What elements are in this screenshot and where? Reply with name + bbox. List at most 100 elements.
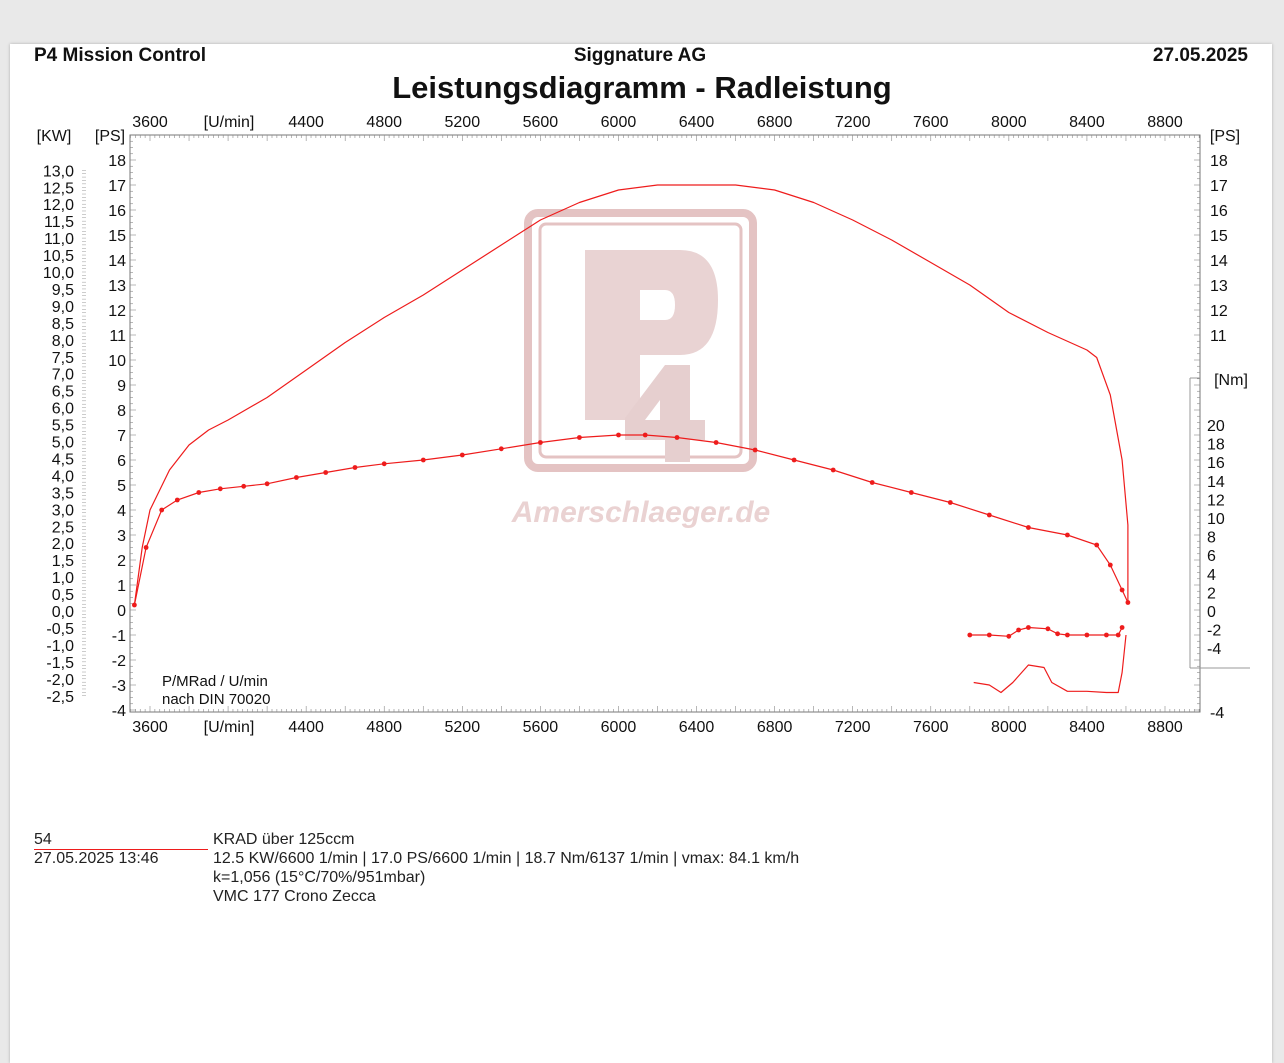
nm-tick-label: 10: [1207, 511, 1225, 528]
kw-tick-label: 10,0: [43, 265, 74, 282]
vehicle-name: VMC 177 Crono Zecca: [213, 888, 376, 905]
series-2-point: [174, 497, 180, 503]
ps-tick-label: 7: [117, 428, 126, 445]
x-tick-label-top: 5200: [445, 114, 481, 131]
watermark-logo: [524, 209, 757, 472]
series-2-point: [1119, 587, 1125, 593]
ps-tick-label: 8: [117, 403, 126, 420]
x-tick-label-bottom: 4800: [366, 719, 402, 736]
nm-tick-label: 18: [1207, 437, 1225, 454]
ps-tick-label: 2: [117, 553, 126, 570]
kw-tick-label: 1,5: [52, 553, 74, 570]
ps-tick-label: 4: [117, 503, 126, 520]
vehicle-class: KRAD über 125ccm: [213, 831, 355, 848]
ps-right-tick-label: 18: [1210, 153, 1228, 170]
ps-tick-label: 18: [108, 153, 126, 170]
kw-tick-label: 0,0: [52, 604, 74, 621]
kw-tick-label: -2,0: [46, 672, 74, 689]
ps-tick-label: 14: [108, 253, 126, 270]
nm-tick-label: 0: [1207, 604, 1216, 621]
kw-tick-label: 6,0: [52, 401, 74, 418]
kw-tick-label: 4,5: [52, 451, 74, 468]
nm-tick-label: 4: [1207, 567, 1216, 584]
x-tick-label-bottom: 7200: [835, 719, 871, 736]
run-number: 54: [34, 831, 208, 850]
series-2-point: [264, 481, 270, 487]
nm-tick-label: 20: [1207, 418, 1225, 435]
kw-tick-label: 4,0: [52, 468, 74, 485]
x-tick-label-top: 5600: [523, 114, 559, 131]
ps-right-tick-label: 14: [1210, 253, 1228, 270]
annotation-line-1: P/MRad / U/min: [162, 673, 268, 690]
x-tick-label-top: 7200: [835, 114, 871, 131]
kw-tick-label: 0,5: [52, 587, 74, 604]
series-3-point: [1006, 633, 1012, 639]
kw-tick-label: 8,0: [52, 333, 74, 350]
kw-tick-label: 7,5: [52, 350, 74, 367]
x-tick-label-top: 8000: [991, 114, 1027, 131]
series-2-point: [294, 475, 299, 480]
x-tick-label-top: 4800: [366, 114, 402, 131]
nm-unit-label: [Nm]: [1214, 372, 1248, 389]
series-2-point: [869, 480, 875, 485]
series-2-point: [132, 602, 137, 608]
series-2-point: [908, 490, 914, 495]
ps-tick-label: 12: [108, 303, 126, 320]
kw-tick-label: 6,5: [52, 384, 74, 401]
series-2-point: [642, 432, 648, 438]
nm-tick-label: -2: [1207, 623, 1221, 640]
watermark-text: Amerschlaeger.de: [511, 496, 770, 529]
ps-tick-label: 17: [108, 178, 126, 195]
kw-tick-label: 10,5: [43, 248, 74, 265]
x-tick-label-top: 6800: [757, 114, 793, 131]
series-2-point: [196, 490, 202, 495]
series-3-point: [1026, 625, 1031, 630]
ps-right-tick-label: 13: [1210, 278, 1228, 295]
kw-tick-label: 9,0: [52, 299, 74, 316]
x-tick-label-bottom: 5200: [445, 719, 481, 736]
series-2-line: [133, 434, 1129, 606]
ps-tick-label: -4: [112, 703, 126, 720]
series-2-point: [323, 470, 329, 475]
ps-right-tick-label: 17: [1210, 178, 1228, 195]
ps-tick-label: 0: [117, 603, 126, 620]
series-2-point: [830, 467, 836, 473]
series-2-point: [1107, 562, 1113, 568]
power-chart: Amerschlaeger.de 36003600440044004800480…: [37, 114, 1250, 736]
x-tick-label-top: 6400: [679, 114, 715, 131]
series-4-line: [973, 634, 1127, 694]
chart-title: Leistungsdiagramm - Radleistung: [392, 70, 892, 105]
x-tick-label-top: 3600: [132, 114, 168, 131]
ps-right-tick-label: 15: [1210, 228, 1228, 245]
kw-tick-label: 5,0: [52, 435, 74, 452]
series-2-point: [791, 457, 797, 463]
series-2-point: [381, 461, 387, 467]
x-tick-label-bottom: 4400: [288, 719, 324, 736]
kw-tick-label: 12,5: [43, 180, 74, 197]
x-tick-label-bottom: 6400: [679, 719, 715, 736]
kw-tick-label: 11,0: [44, 231, 74, 248]
series-2-point: [1125, 600, 1131, 605]
series-2-point: [538, 440, 543, 445]
x-tick-label-bottom: 6800: [757, 719, 793, 736]
x-tick-label-bottom: 6000: [601, 719, 637, 736]
series-2-point: [217, 486, 223, 492]
series-2-point: [1026, 525, 1031, 530]
kw-tick-label: -1,5: [46, 655, 74, 672]
series-3-point: [1084, 632, 1090, 638]
series-3-point: [967, 632, 973, 638]
ps-tick-label: 13: [108, 278, 126, 295]
ps-right-tick-label: 16: [1210, 203, 1228, 220]
kw-tick-label: 7,0: [52, 367, 74, 384]
ps-tick-label: 3: [117, 528, 126, 545]
nm-tick-label: 6: [1207, 548, 1216, 565]
series-2-point: [577, 435, 582, 440]
ps-tick-label: 15: [108, 228, 126, 245]
app-name: P4 Mission Control: [34, 45, 207, 66]
x-unit-label-top: [U/min]: [204, 114, 255, 131]
series-3-point: [1016, 627, 1021, 633]
series-3-point: [1104, 632, 1109, 638]
kw-tick-label: 2,0: [52, 536, 74, 553]
x-unit-label-bottom: [U/min]: [204, 719, 255, 736]
series-2-point: [616, 432, 621, 438]
